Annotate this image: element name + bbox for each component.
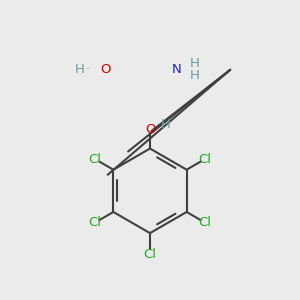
Text: H: H	[189, 58, 199, 70]
Text: H: H	[74, 63, 84, 76]
Text: Cl: Cl	[89, 153, 102, 166]
Text: Cl: Cl	[198, 216, 211, 229]
Text: Cl: Cl	[143, 248, 157, 261]
Text: Cl: Cl	[89, 216, 102, 229]
Text: O: O	[100, 63, 111, 76]
Text: H: H	[189, 69, 199, 82]
Text: Cl: Cl	[198, 153, 211, 166]
Text: H: H	[161, 118, 171, 131]
Text: ·: ·	[86, 63, 90, 76]
Text: O: O	[145, 123, 155, 136]
Text: N: N	[172, 63, 182, 76]
